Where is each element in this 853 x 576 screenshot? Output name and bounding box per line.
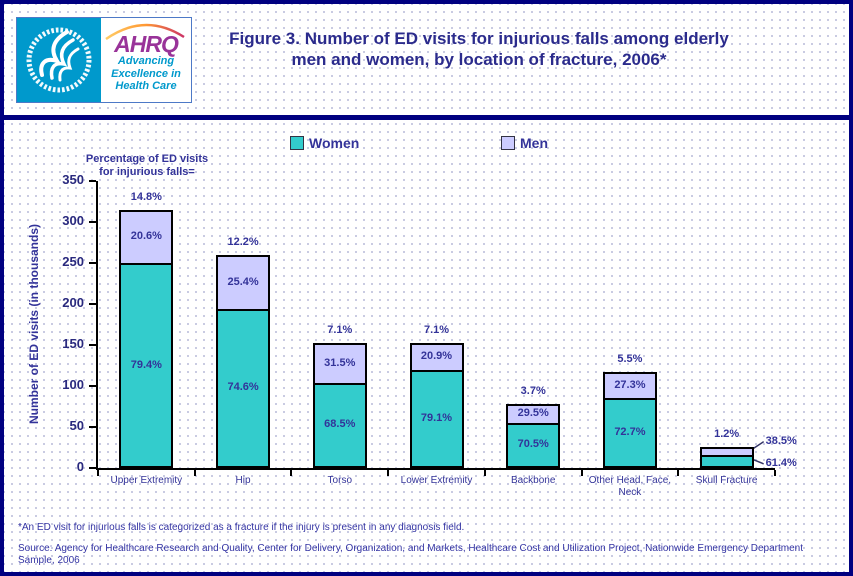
ahrq-acronym: AHRQ [114,31,179,57]
bar: 27.3% 72.7% [602,372,657,468]
men-pct-callout: 38.5% [765,434,797,447]
total-pct-label: 5.5% [617,353,643,366]
legend-men-swatch [501,136,515,150]
x-tick [677,470,680,476]
x-axis-label: Other Head, Face, Neck [588,475,672,498]
y-tick [89,303,96,305]
y-tick [89,221,96,223]
footnote-asterisk: *An ED visit for injurious falls is cate… [18,522,465,533]
figure-title: Figure 3. Number of ED visits for injuri… [199,28,759,70]
footnote-source: Source: Agency for Healthcare Research a… [18,543,803,566]
bar-segment-women [508,422,559,466]
total-pct-label: 12.2% [227,235,259,248]
bar-segment-women [121,263,172,466]
bar [699,446,754,468]
x-axis-label: Upper Extremity [110,475,183,486]
x-tick [483,470,486,476]
total-pct-label: 7.1% [423,324,450,337]
women-pct-callout: 61.4% [765,456,797,469]
x-tick [290,470,293,476]
x-axis-label: Hip [235,475,251,486]
y-tick-label: 0 [76,459,84,474]
bar-segment-women [604,398,655,466]
bar: 20.6% 79.4% [119,209,174,468]
y-tick-label: 150 [62,336,84,351]
x-axis-label: Skull Fracture [695,475,758,486]
hhs-eagle-icon [26,27,92,93]
x-tick [774,470,776,476]
legend-women-swatch [290,136,304,150]
bar: 31.5% 68.5% [312,343,367,468]
total-pct-label: 1.2% [714,427,740,440]
bar: 25.4% 74.6% [216,254,271,468]
women-pct-label: 70.5% [517,438,549,451]
total-pct-label: 3.7% [520,385,546,398]
bar-segment-women [218,308,269,466]
header-separator-line [4,115,849,120]
women-pct-label: 79.4% [130,358,162,371]
ahrq-logo-text-panel: AHRQ Advancing Excellence in Health Care [101,18,191,102]
plot-area: 0 50 100 150 200 250 300 350 20.6% 79.4% 14.8% Uppe… [62,172,797,498]
men-pct-label: 20.6% [130,230,162,243]
men-pct-label: 31.5% [324,357,356,370]
y-tick-label: 350 [62,172,84,187]
y-tick [89,385,96,387]
y-tick-label: 100 [62,377,84,392]
y-tick [89,262,96,264]
women-pct-label: 79.1% [420,411,453,424]
y-axis-line [96,181,98,470]
x-tick [580,470,583,476]
men-pct-label: 20.9% [420,350,453,363]
y-tick-label: 50 [69,418,84,433]
total-pct-label: 14.8% [130,190,162,203]
rainbow-arc-icon [105,23,185,40]
chart-annotation: Percentage of ED visits for injurious fa… [76,153,218,179]
bar: 29.5% 70.5% [506,404,561,468]
women-pct-label: 68.5% [324,418,356,431]
y-tick [89,180,96,182]
legend-item-women: Women [290,135,359,151]
x-axis-label: Lower Extremity [400,475,473,486]
y-tick [89,426,96,428]
chart-annotation-line2: for injurious falls= [99,166,195,178]
figure-title-line2: men and women, by location of fracture, … [291,50,667,69]
men-pct-label: 25.4% [227,275,259,288]
figure-title-line1: Figure 3. Number of ED visits for injuri… [229,29,729,48]
y-tick-label: 250 [62,254,84,269]
x-axis-label: Backbone [510,475,556,486]
x-axis-line [96,468,775,470]
legend-men-label: Men [520,135,548,151]
y-tick [89,344,96,346]
x-axis-label: Torso [327,475,352,486]
y-tick-label: 200 [62,295,84,310]
legend-item-men: Men [501,135,548,151]
men-pct-label: 27.3% [614,379,646,392]
total-pct-label: 7.1% [327,324,353,337]
y-tick [89,467,96,469]
bar-segment-women [314,382,365,466]
chart-annotation-line1: Percentage of ED visits [85,153,209,165]
x-tick [193,470,196,476]
women-pct-label: 72.7% [614,426,646,439]
y-tick-label: 300 [62,213,84,228]
women-pct-label: 74.6% [227,381,259,394]
hhs-logo [17,18,101,102]
legend-women-label: Women [309,135,360,151]
x-tick [97,470,99,476]
men-pct-label: 29.5% [517,407,549,420]
bar-segment-women [411,369,462,466]
ahrq-tagline: Advancing Excellence in Health Care [111,55,181,92]
bar: 20.9% 79.1% [409,343,464,468]
bar-segment-women [701,454,752,466]
x-tick [387,470,390,476]
ahrq-logo: AHRQ Advancing Excellence in Health Care [16,17,192,103]
